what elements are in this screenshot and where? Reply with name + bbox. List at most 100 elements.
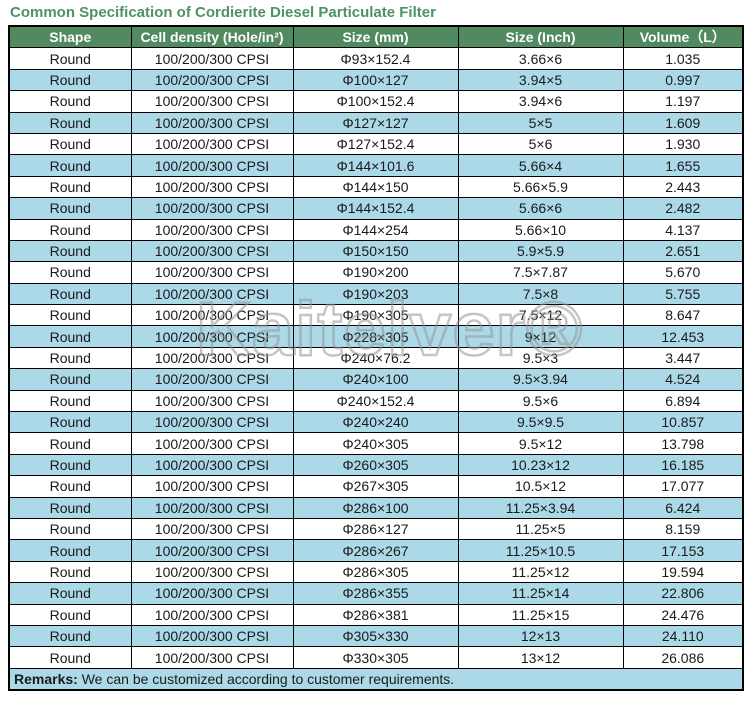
cell-size-inch: 7.5×8 xyxy=(457,282,624,306)
cell-shape: Round xyxy=(8,111,132,134)
cell-volume: 13.798 xyxy=(622,432,744,455)
cell-volume: 2.651 xyxy=(622,239,744,263)
cell-size-inch: 11.25×10.5 xyxy=(457,539,624,562)
table-row: Round 100/200/300 CPSI Φ150×150 5.9×5.9 2.65… xyxy=(8,239,744,263)
cell-density: 100/200/300 CPSI xyxy=(130,175,294,199)
cell-size-mm: Φ228×305 xyxy=(292,325,459,348)
table-row: Round 100/200/300 CPSI Φ228×305 9×12 12.453 xyxy=(8,325,744,348)
table-row: Round 100/200/300 CPSI Φ267×305 10.5×12 17.0… xyxy=(8,475,744,498)
cell-shape: Round xyxy=(8,218,132,241)
cell-density: 100/200/300 CPSI xyxy=(130,154,294,177)
header-row: Shape Cell density (Hole/in²) Size (mm) … xyxy=(8,25,744,49)
cell-size-mm: Φ286×305 xyxy=(292,560,459,584)
header-volume: Volume（L） xyxy=(622,25,744,49)
cell-volume: 4.524 xyxy=(622,368,744,391)
cell-volume: 12.453 xyxy=(622,325,744,348)
cell-size-mm: Φ240×76.2 xyxy=(292,346,459,370)
cell-size-inch: 13×12 xyxy=(457,646,624,669)
cell-density: 100/200/300 CPSI xyxy=(130,624,294,648)
cell-size-inch: 5.66×4 xyxy=(457,154,624,177)
cell-shape: Round xyxy=(8,175,132,199)
cell-density: 100/200/300 CPSI xyxy=(130,261,294,284)
cell-density: 100/200/300 CPSI xyxy=(130,411,294,434)
cell-density: 100/200/300 CPSI xyxy=(130,218,294,241)
cell-density: 100/200/300 CPSI xyxy=(130,282,294,306)
cell-size-mm: Φ286×100 xyxy=(292,496,459,519)
cell-density: 100/200/300 CPSI xyxy=(130,496,294,519)
cell-shape: Round xyxy=(8,197,132,220)
cell-size-inch: 3.94×5 xyxy=(457,68,624,92)
cell-shape: Round xyxy=(8,389,132,413)
table-row: Round 100/200/300 CPSI Φ286×100 11.25×3.94 6… xyxy=(8,496,744,519)
cell-volume: 2.482 xyxy=(622,197,744,220)
cell-volume: 1.930 xyxy=(622,132,744,156)
cell-size-inch: 5×5 xyxy=(457,111,624,134)
cell-size-inch: 3.66×6 xyxy=(457,47,624,70)
remarks-row: Remarks: We can be customized according … xyxy=(8,667,744,691)
cell-size-inch: 9.5×3.94 xyxy=(457,368,624,391)
cell-density: 100/200/300 CPSI xyxy=(130,346,294,370)
header-cell-density: Cell density (Hole/in²) xyxy=(130,25,294,49)
table-row: Round 100/200/300 CPSI Φ305×330 12×13 24.110 xyxy=(8,624,744,648)
cell-size-mm: Φ150×150 xyxy=(292,239,459,263)
cell-size-mm: Φ190×200 xyxy=(292,261,459,284)
cell-density: 100/200/300 CPSI xyxy=(130,475,294,498)
spec-table: Shape Cell density (Hole/in²) Size (mm) … xyxy=(8,25,744,692)
cell-volume: 19.594 xyxy=(622,560,744,584)
cell-size-mm: Φ93×152.4 xyxy=(292,47,459,70)
cell-size-mm: Φ127×152.4 xyxy=(292,132,459,156)
cell-density: 100/200/300 CPSI xyxy=(130,304,294,327)
cell-shape: Round xyxy=(8,582,132,605)
table-row: Round 100/200/300 CPSI Φ286×355 11.25×14 22.… xyxy=(8,582,744,605)
table-row: Round 100/200/300 CPSI Φ190×305 7.5×12 8.647 xyxy=(8,304,744,327)
table-row: Round 100/200/300 CPSI Φ286×381 11.25×15 24.… xyxy=(8,603,744,626)
cell-size-inch: 12×13 xyxy=(457,624,624,648)
cell-volume: 0.997 xyxy=(622,68,744,92)
cell-volume: 1.197 xyxy=(622,90,744,113)
cell-density: 100/200/300 CPSI xyxy=(130,111,294,134)
cell-size-mm: Φ240×305 xyxy=(292,432,459,455)
cell-volume: 4.137 xyxy=(622,218,744,241)
cell-volume: 26.086 xyxy=(622,646,744,669)
cell-density: 100/200/300 CPSI xyxy=(130,453,294,477)
cell-size-inch: 11.25×3.94 xyxy=(457,496,624,519)
cell-shape: Round xyxy=(8,453,132,477)
cell-shape: Round xyxy=(8,560,132,584)
header-size-mm: Size (mm) xyxy=(292,25,459,49)
cell-volume: 10.857 xyxy=(622,411,744,434)
cell-volume: 24.110 xyxy=(622,624,744,648)
cell-shape: Round xyxy=(8,154,132,177)
cell-size-mm: Φ286×381 xyxy=(292,603,459,626)
cell-size-mm: Φ144×101.6 xyxy=(292,154,459,177)
cell-size-inch: 9.5×6 xyxy=(457,389,624,413)
cell-shape: Round xyxy=(8,261,132,284)
table-body: Round 100/200/300 CPSI Φ93×152.4 3.66×6 1.03… xyxy=(8,47,744,669)
cell-size-mm: Φ330×305 xyxy=(292,646,459,669)
cell-shape: Round xyxy=(8,432,132,455)
table-row: Round 100/200/300 CPSI Φ286×267 11.25×10.5 1… xyxy=(8,539,744,562)
cell-shape: Round xyxy=(8,496,132,519)
cell-shape: Round xyxy=(8,304,132,327)
remarks-cell: Remarks: We can be customized according … xyxy=(8,667,744,691)
header-shape: Shape xyxy=(8,25,132,49)
cell-size-mm: Φ144×254 xyxy=(292,218,459,241)
cell-size-inch: 3.94×6 xyxy=(457,90,624,113)
cell-volume: 5.670 xyxy=(622,261,744,284)
cell-shape: Round xyxy=(8,90,132,113)
cell-volume: 1.035 xyxy=(622,47,744,70)
cell-shape: Round xyxy=(8,475,132,498)
cell-volume: 22.806 xyxy=(622,582,744,605)
cell-size-inch: 11.25×12 xyxy=(457,560,624,584)
page: Common Specification of Cordierite Diese… xyxy=(0,4,750,692)
cell-shape: Round xyxy=(8,368,132,391)
cell-shape: Round xyxy=(8,624,132,648)
table-row: Round 100/200/300 CPSI Φ286×305 11.25×12 19.… xyxy=(8,560,744,584)
cell-size-mm: Φ305×330 xyxy=(292,624,459,648)
cell-size-mm: Φ286×355 xyxy=(292,582,459,605)
cell-shape: Round xyxy=(8,47,132,70)
table-row: Round 100/200/300 CPSI Φ260×305 10.23×12 16.… xyxy=(8,453,744,477)
cell-size-inch: 11.25×14 xyxy=(457,582,624,605)
cell-size-inch: 5.9×5.9 xyxy=(457,239,624,263)
cell-density: 100/200/300 CPSI xyxy=(130,539,294,562)
cell-volume: 6.894 xyxy=(622,389,744,413)
